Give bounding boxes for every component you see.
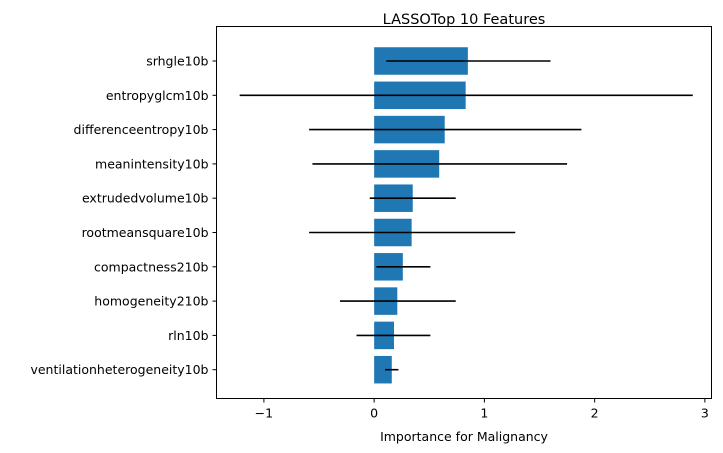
x-tick-label: 1 <box>480 406 488 421</box>
y-tick-label: homogeneity210b <box>94 294 208 309</box>
x-tick-label: 3 <box>701 406 709 421</box>
y-tick-label: entropyglcm10b <box>106 88 209 103</box>
x-axis: −1 0 1 2 3 <box>255 398 709 421</box>
y-tick-label: compactness210b <box>94 259 209 274</box>
y-tick-label: rootmeansquare10b <box>82 225 209 240</box>
y-tick-label: srhgle10b <box>146 54 208 69</box>
y-axis: srhgle10b entropyglcm10b differenceentropy… <box>30 54 217 377</box>
x-tick-label: −1 <box>255 406 273 421</box>
y-tick-label: ventilationheterogeneity10b <box>30 362 208 377</box>
y-tick-label: rln10b <box>168 328 208 343</box>
plot-frame <box>216 26 712 399</box>
chart-title: LASSOTop 10 Features <box>383 12 546 28</box>
x-tick-label: 0 <box>370 406 378 421</box>
bar-ventilationheterogeneity10b <box>374 355 392 384</box>
y-tick-label: extrudedvolume10b <box>82 191 209 206</box>
y-tick-label: differenceentropy10b <box>74 122 209 137</box>
y-tick-label: meanintensity10b <box>95 156 209 171</box>
errorbars-group <box>239 60 693 371</box>
x-axis-label: Importance for Malignancy <box>380 429 548 444</box>
bars-group <box>374 47 468 384</box>
x-tick-label: 2 <box>591 406 599 421</box>
